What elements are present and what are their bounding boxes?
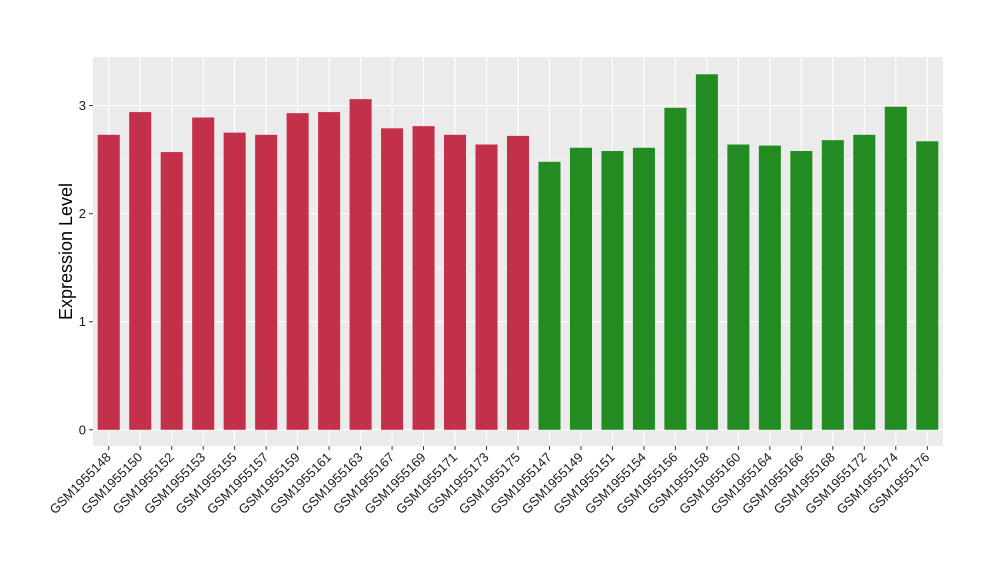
bar-GSM1955150 [129, 112, 152, 430]
bar-GSM1955152 [160, 152, 183, 430]
bar-GSM1955169 [412, 126, 435, 430]
y-tick-label: 0 [79, 422, 86, 437]
y-axis: 0 1 2 3 [79, 98, 93, 437]
x-axis: GSM1955148GSM1955150GSM1955152GSM1955153… [47, 446, 932, 517]
bar-GSM1955157 [255, 134, 278, 430]
bar-GSM1955176 [916, 141, 939, 430]
bar-GSM1955160 [727, 144, 750, 430]
bar-GSM1955154 [632, 147, 655, 430]
bar-GSM1955171 [444, 134, 467, 430]
bar-GSM1955168 [821, 140, 844, 430]
bar-GSM1955163 [349, 99, 372, 430]
bar-GSM1955155 [223, 132, 246, 430]
bar-GSM1955149 [569, 147, 592, 430]
bar-GSM1955166 [790, 151, 813, 430]
y-tick-label: 3 [79, 98, 86, 113]
bar-GSM1955153 [192, 117, 215, 430]
bars [97, 74, 939, 430]
bar-GSM1955167 [381, 128, 404, 430]
bar-GSM1955147 [538, 161, 561, 430]
bar-GSM1955158 [695, 74, 718, 430]
bar-GSM1955175 [506, 135, 530, 430]
bar-GSM1955161 [318, 112, 341, 430]
bar-GSM1955159 [286, 113, 309, 430]
bar-GSM1955151 [601, 151, 624, 430]
y-axis-title: Expression Level [56, 183, 76, 320]
bar-GSM1955156 [664, 107, 687, 430]
bar-GSM1955148 [97, 134, 120, 430]
y-tick-label: 1 [79, 314, 86, 329]
bar-GSM1955172 [853, 134, 876, 430]
bar-GSM1955173 [475, 144, 498, 430]
bar-GSM1955164 [758, 145, 781, 430]
bar-GSM1955174 [884, 106, 907, 430]
y-tick-label: 2 [79, 206, 86, 221]
